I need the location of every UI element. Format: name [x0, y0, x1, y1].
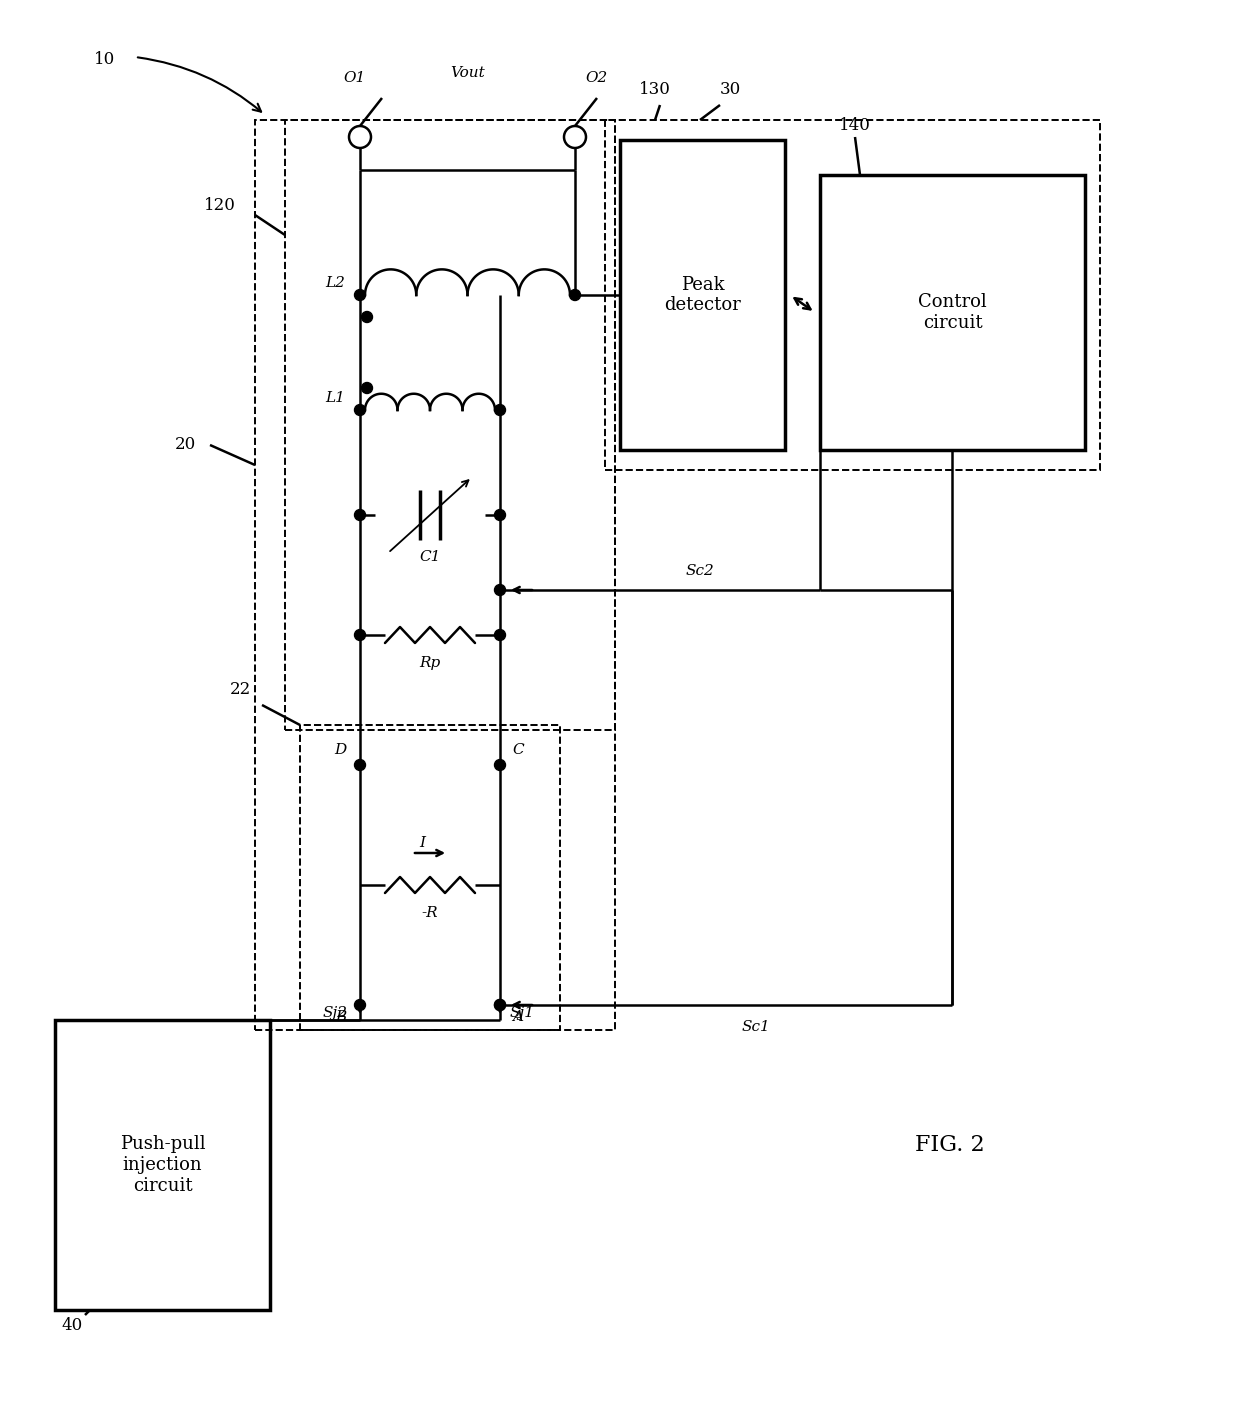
Text: Control
circuit: Control circuit [918, 294, 987, 332]
Text: L1: L1 [325, 390, 345, 405]
Text: Rp: Rp [419, 656, 440, 670]
Circle shape [355, 289, 366, 301]
Text: O2: O2 [585, 71, 608, 86]
Text: 40: 40 [61, 1317, 83, 1334]
Text: D: D [334, 742, 346, 757]
Bar [255, 120, 615, 1030]
Text: Peak
detector: Peak detector [665, 275, 740, 315]
Text: FIG. 2: FIG. 2 [915, 1134, 985, 1156]
Bar [55, 1020, 270, 1310]
Text: 130: 130 [639, 81, 671, 98]
Circle shape [495, 999, 506, 1010]
Text: 120: 120 [205, 197, 236, 214]
Circle shape [355, 630, 366, 640]
Circle shape [355, 999, 366, 1010]
Circle shape [495, 405, 506, 416]
Text: 20: 20 [175, 436, 196, 453]
Circle shape [495, 999, 506, 1010]
Bar [605, 120, 1100, 470]
Bar [300, 725, 560, 1030]
Text: Sc1: Sc1 [742, 1020, 770, 1035]
Text: B: B [335, 1010, 346, 1025]
Text: Sj2: Sj2 [322, 1006, 348, 1019]
Text: 10: 10 [94, 51, 115, 68]
Text: I: I [419, 836, 425, 849]
Text: 30: 30 [719, 81, 740, 98]
Bar [620, 140, 785, 450]
Bar [285, 120, 615, 730]
Circle shape [495, 760, 506, 771]
Text: -R: -R [422, 906, 438, 921]
Text: Sj1: Sj1 [510, 1006, 534, 1019]
Text: L2: L2 [325, 276, 345, 291]
Circle shape [355, 510, 366, 520]
Text: C1: C1 [419, 550, 440, 564]
Text: 22: 22 [229, 681, 250, 698]
Text: 140: 140 [839, 117, 870, 134]
Text: C: C [512, 742, 523, 757]
Text: A: A [512, 1010, 523, 1025]
Circle shape [355, 760, 366, 771]
Text: Sc2: Sc2 [686, 564, 714, 579]
Text: O1: O1 [343, 71, 366, 86]
Circle shape [362, 382, 372, 393]
Text: Push-pull
injection
circuit: Push-pull injection circuit [120, 1136, 206, 1194]
Text: Vout: Vout [450, 66, 485, 80]
Circle shape [495, 510, 506, 520]
Circle shape [569, 289, 580, 301]
Bar [820, 175, 1085, 450]
Circle shape [495, 584, 506, 596]
Circle shape [362, 312, 372, 322]
Circle shape [355, 405, 366, 416]
Circle shape [495, 630, 506, 640]
